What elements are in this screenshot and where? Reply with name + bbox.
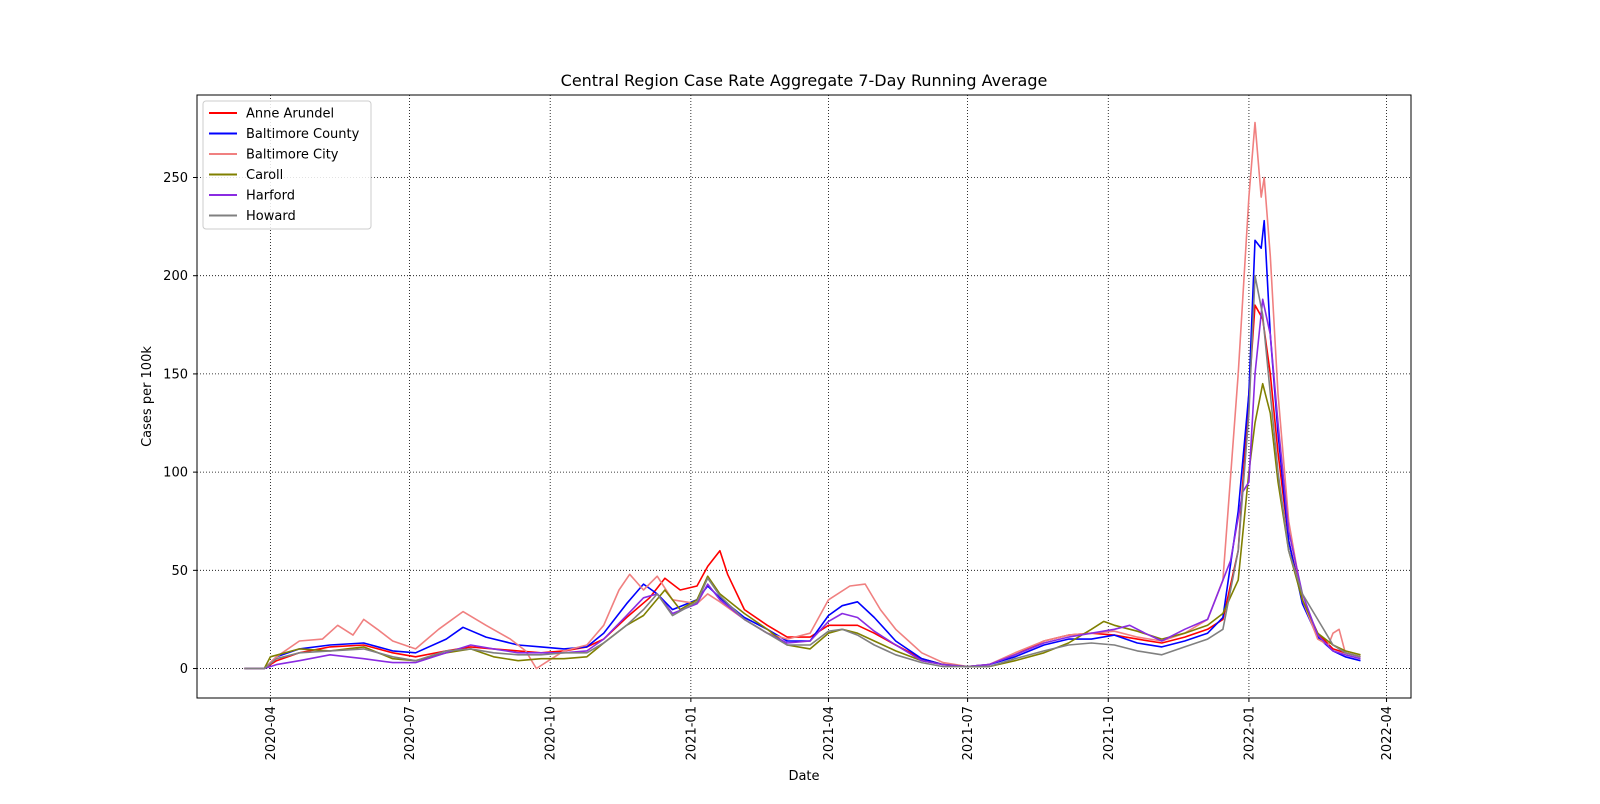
y-tick-label: 250 [163, 171, 188, 186]
x-tick-label: 2020-10 [544, 706, 559, 760]
legend-entry: Baltimore County [246, 127, 360, 142]
legend-entry: Caroll [246, 168, 283, 183]
grid [197, 95, 1411, 698]
legend-box [202, 100, 372, 230]
y-tick-label: 50 [171, 564, 188, 579]
x-tick-label: 2021-10 [1102, 706, 1117, 760]
legend-entry: Anne Arundel [246, 107, 334, 122]
x-tick-label: 2021-04 [822, 706, 837, 760]
chart-title: Central Region Case Rate Aggregate 7-Day… [561, 71, 1048, 90]
x-tick-label: 2020-04 [264, 706, 279, 760]
series-line-howard [244, 274, 1361, 670]
series-line-baltimore-city [244, 121, 1361, 670]
x-tick-label: 2022-01 [1242, 706, 1257, 760]
y-tick-label: 150 [163, 367, 188, 382]
x-tick-label: 2020-07 [403, 706, 418, 760]
legend-entry: Howard [246, 209, 296, 224]
x-tick-label: 2021-07 [961, 706, 976, 760]
series-line-harford [244, 298, 1361, 670]
legend-entry: Harford [246, 189, 295, 204]
y-tick-label: 0 [180, 662, 188, 677]
plot-frame [196, 94, 1412, 699]
y-tick-label: 100 [163, 466, 188, 481]
axes: 0 50 100 150 200 250 2020-04 2020-07 2020-10 2021… [163, 171, 1395, 760]
x-tick-label: 2022-04 [1380, 706, 1395, 760]
series-line-anne-arundel [244, 304, 1361, 670]
y-axis-label: Cases per 100k [140, 346, 155, 447]
legend: Anne Arundel Baltimore County Baltimore Ci… [202, 100, 372, 230]
x-axis-label: Date [788, 769, 819, 784]
y-tick-label: 200 [163, 269, 188, 284]
x-tick-label: 2021-01 [684, 706, 699, 760]
plot-series [244, 121, 1361, 670]
series-line-baltimore-county [244, 219, 1361, 670]
legend-entry: Baltimore City [246, 148, 339, 163]
